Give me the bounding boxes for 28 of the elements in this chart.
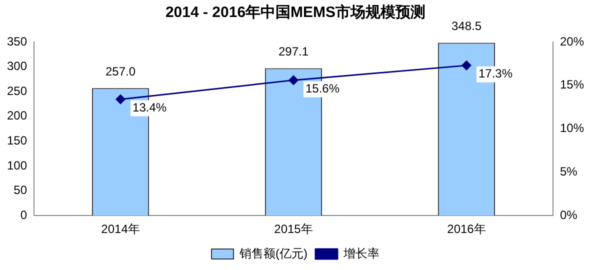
x-tick-label: 2016年 — [447, 222, 486, 236]
y-tick-label: 200 — [6, 108, 28, 123]
point — [462, 60, 472, 70]
chart-title: 2014 - 2016年中国MEMS市场规模预测 — [165, 3, 426, 22]
data-label: 348.5 — [451, 19, 482, 34]
y2-tick-label: 5% — [560, 164, 578, 179]
y-tick-label: 100 — [6, 158, 28, 172]
y2-tick-label: 20% — [560, 34, 584, 48]
y-tick-label: 350 — [6, 34, 28, 48]
x-tick-label: 2015年 — [274, 222, 313, 236]
data-label: 13.4% — [132, 100, 167, 115]
y2-tick-label: 10% — [560, 121, 584, 136]
data-label: 297.1 — [278, 44, 309, 59]
y-tick-label: 150 — [6, 134, 28, 148]
y-tick-label: 0 — [20, 208, 28, 222]
legend-label: 销售额(亿元) — [238, 246, 308, 260]
data-label: 257.0 — [106, 64, 136, 78]
data-label: 15.6% — [306, 82, 340, 96]
legend-label: 增长率 — [342, 246, 380, 260]
data-label: 17.3% — [478, 66, 513, 81]
y2-tick-label: 15% — [560, 78, 584, 92]
y-tick-label: 50 — [14, 183, 28, 198]
point — [116, 94, 126, 104]
y-tick-label: 300 — [6, 59, 28, 74]
point — [288, 75, 298, 85]
x-tick-label: 2014年 — [101, 222, 140, 236]
y2-tick-label: 0% — [560, 208, 578, 222]
y-tick-label: 250 — [6, 84, 28, 98]
